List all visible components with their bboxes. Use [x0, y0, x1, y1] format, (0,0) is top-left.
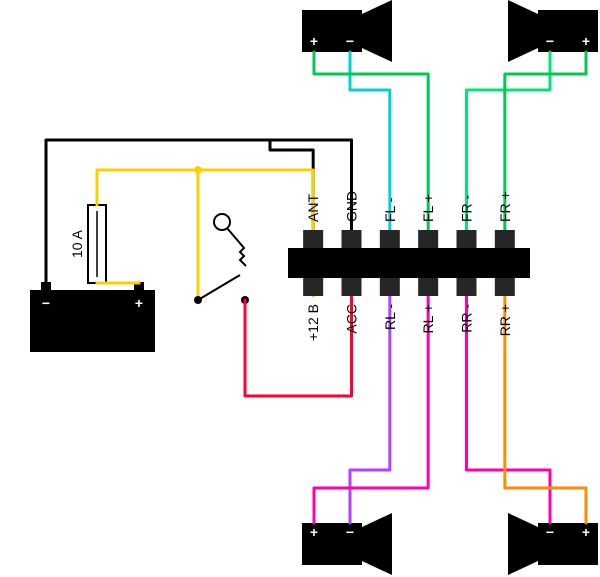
- label: +: [310, 33, 318, 49]
- connector-pin-bottom: [457, 278, 477, 296]
- wire: [505, 296, 586, 523]
- label: −: [346, 33, 354, 49]
- label: −: [546, 524, 554, 540]
- connector-pin-bottom: [495, 278, 515, 296]
- wire: [314, 296, 428, 523]
- label: FR -: [459, 194, 475, 222]
- label: +: [310, 524, 318, 540]
- wiring-diagram: + − + − + − + − − +10 A ANT GND FL - FL + FR - FR + +12 …: [0, 0, 600, 577]
- label: ACC: [344, 304, 360, 334]
- connector-pin-top: [418, 230, 438, 248]
- connector-pin-bottom: [418, 278, 438, 296]
- label: −: [42, 295, 50, 311]
- label: RR +: [497, 304, 513, 336]
- label: GND: [344, 191, 360, 222]
- wire: [245, 296, 352, 396]
- connector-pin-bottom: [380, 278, 400, 296]
- label: RR -: [459, 304, 475, 333]
- label: RL +: [420, 304, 436, 333]
- connector-pin-top: [457, 230, 477, 248]
- connector-pin-top: [342, 230, 362, 248]
- ignition-switch: [198, 275, 240, 300]
- label: +: [135, 295, 143, 311]
- label: FR +: [497, 191, 513, 222]
- label: 10 A: [69, 229, 85, 258]
- label: ANT: [305, 194, 321, 222]
- label: FL +: [420, 194, 436, 222]
- wire: [505, 52, 586, 230]
- label: +12 B: [305, 304, 321, 341]
- connector-pin-top: [495, 230, 515, 248]
- connector-pin-bottom: [342, 278, 362, 296]
- connector-pin-top: [380, 230, 400, 248]
- connector-pin-bottom: [303, 278, 323, 296]
- connector-body: [288, 248, 530, 278]
- connector-pin-top: [303, 230, 323, 248]
- label: RL -: [382, 304, 398, 330]
- label: FL -: [382, 197, 398, 222]
- wire: [97, 170, 313, 296]
- label: −: [346, 524, 354, 540]
- label: +: [582, 524, 590, 540]
- label: −: [546, 33, 554, 49]
- label: +: [582, 33, 590, 49]
